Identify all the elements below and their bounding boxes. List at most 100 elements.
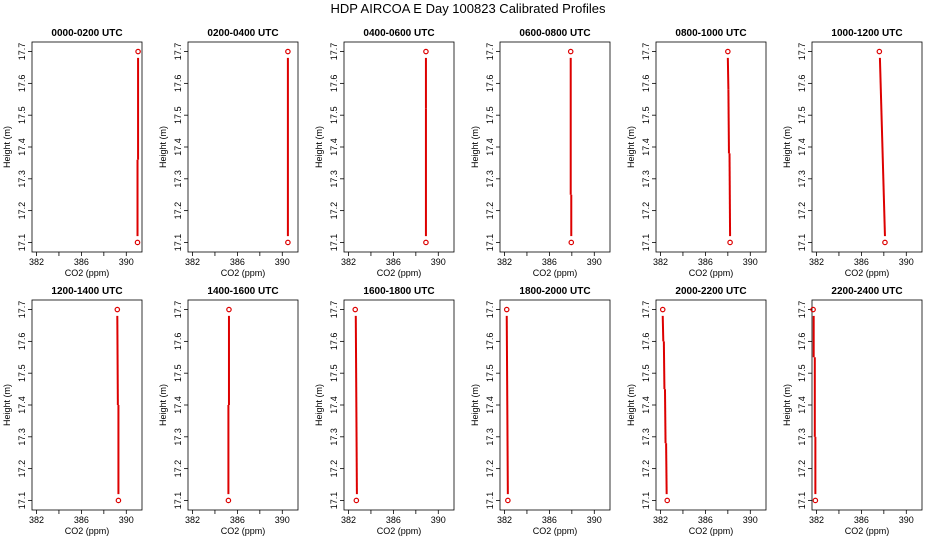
y-tick-label: 17.7 [17,301,27,319]
y-tick-label: 17.1 [641,234,651,252]
y-tick-label: 17.7 [17,43,27,61]
panel-title: 1800-2000 UTC [519,286,590,297]
profile-segment [727,89,730,154]
y-tick-label: 17.1 [485,492,495,510]
y-tick-label: 17.6 [17,75,27,93]
x-tick-label: 386 [854,515,869,525]
profile-segment [506,404,509,495]
y-axis-label: Height (m) [2,126,12,168]
profile-segment [726,57,730,90]
x-axis-label: CO2 (ppm) [689,526,734,536]
plot-frame [343,41,455,253]
x-tick-label: 386 [386,257,401,267]
y-tick-label: 17.3 [641,170,651,188]
y-axis-label: Height (m) [626,126,636,168]
y-tick-label: 17.2 [641,202,651,220]
panel-grid: 0000-0200 UTC 382 386 390 17.1 17.2 17.3 17.4 17… [2,28,923,536]
y-tick-label: 17.6 [641,333,651,351]
x-tick-label: 382 [29,515,44,525]
y-tick-label: 17.2 [485,202,495,220]
y-tick-label: 17.4 [173,396,183,414]
x-axis-label: CO2 (ppm) [65,526,110,536]
x-axis-label: CO2 (ppm) [377,268,422,278]
y-tick-label: 17.3 [17,170,27,188]
data-point [423,239,429,246]
data-point [810,306,816,313]
panel-title: 1200-1400 UTC [51,286,122,297]
data-point [659,306,666,313]
y-tick-label: 17.4 [485,138,495,156]
x-tick-label: 386 [698,257,713,267]
data-point [135,48,141,55]
y-tick-label: 17.1 [641,492,651,510]
x-tick-label: 382 [809,257,824,267]
profile-segment [728,153,732,237]
y-tick-label: 17.7 [485,301,495,319]
x-tick-label: 386 [386,515,401,525]
y-axis-label: Height (m) [314,126,324,168]
panel-title: 0800-1000 UTC [675,28,746,39]
y-tick-label: 17.5 [17,364,27,382]
y-tick-label: 17.2 [17,460,27,478]
x-tick-label: 386 [698,515,713,525]
y-tick-label: 17.7 [797,301,807,319]
data-point [812,497,819,504]
data-point [423,48,429,55]
x-tick-label: 390 [275,515,290,525]
profile-segment [661,315,665,342]
y-tick-label: 17.6 [173,75,183,93]
x-tick-label: 382 [185,515,200,525]
y-axis-label: Height (m) [158,384,168,426]
x-tick-label: 390 [587,515,602,525]
y-tick-label: 17.1 [173,492,183,510]
y-tick-label: 17.7 [173,43,183,61]
data-point [134,239,141,246]
y-tick-label: 17.5 [641,364,651,382]
y-tick-label: 17.4 [329,138,339,156]
y-tick-label: 17.5 [485,106,495,124]
x-tick-label: 386 [542,515,557,525]
data-point [505,497,511,504]
x-tick-label: 390 [119,257,134,267]
y-tick-label: 17.5 [797,364,807,382]
panel-11: 2200-2400 UTC 382 386 390 17.1 17.2 17.3 17.4 17… [782,286,923,536]
x-tick-label: 382 [497,257,512,267]
y-tick-label: 17.1 [485,234,495,252]
plot-frame [811,41,923,253]
y-tick-label: 17.1 [797,234,807,252]
y-tick-label: 17.3 [797,170,807,188]
profile-segment [878,57,886,237]
panel-title: 0000-0200 UTC [51,28,122,39]
panel-9: 1800-2000 UTC 382 386 390 17.1 17.2 17.3 17.4 17… [470,286,611,536]
y-axis-label: Height (m) [782,384,792,426]
y-tick-label: 17.2 [329,460,339,478]
panel-title: 0600-0800 UTC [519,28,590,39]
panel-title: 2200-2400 UTC [831,286,902,297]
x-tick-label: 386 [230,257,245,267]
data-point [353,497,360,504]
y-tick-label: 17.4 [797,396,807,414]
y-tick-label: 17.4 [17,138,27,156]
y-tick-label: 17.5 [329,106,339,124]
y-tick-label: 17.5 [797,106,807,124]
y-tick-label: 17.6 [329,75,339,93]
x-tick-label: 390 [743,515,758,525]
y-tick-label: 17.4 [485,396,495,414]
data-point [503,306,510,313]
y-tick-label: 17.1 [329,492,339,510]
y-tick-label: 17.3 [641,428,651,446]
profile-segment [116,315,119,406]
y-tick-label: 17.6 [797,333,807,351]
x-axis-label: CO2 (ppm) [221,526,266,536]
data-point [225,497,232,504]
plot-frame [655,41,767,253]
data-point [285,48,291,55]
y-tick-label: 17.6 [797,75,807,93]
y-tick-label: 17.5 [17,106,27,124]
y-tick-label: 17.7 [797,43,807,61]
plot-frame [187,299,299,511]
profile-segment [355,404,358,495]
data-point [567,48,574,55]
y-tick-label: 17.3 [329,428,339,446]
y-axis-label: Height (m) [158,126,168,168]
